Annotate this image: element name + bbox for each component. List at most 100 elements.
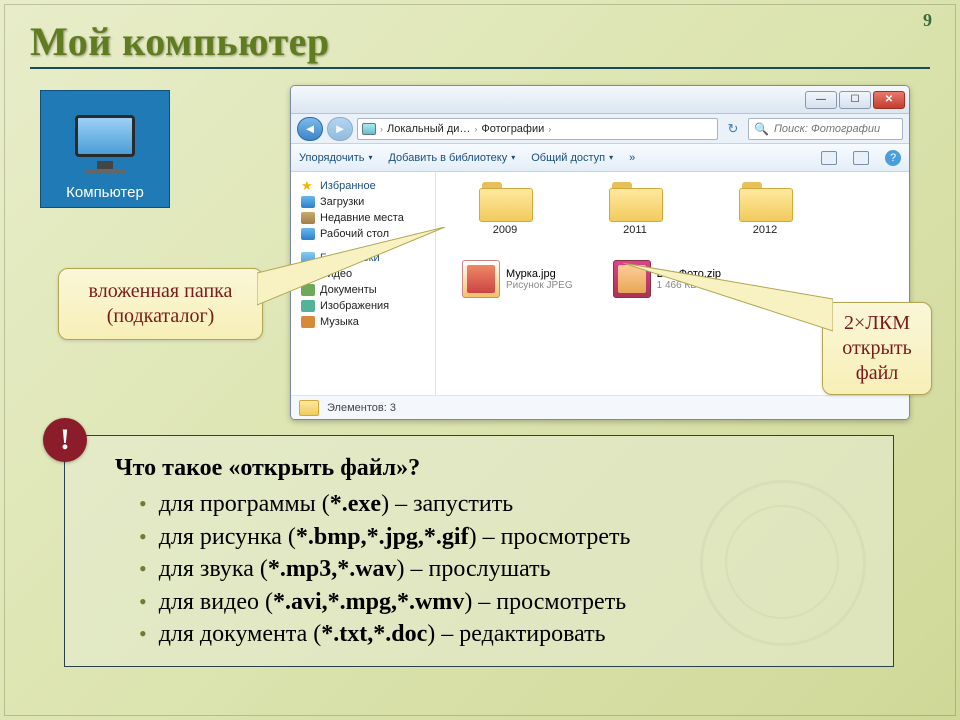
li-ext: *.mp3,*.wav bbox=[268, 556, 397, 582]
file-item-jpg[interactable]: Мурка.jpg Рисунок JPEG bbox=[462, 260, 573, 298]
chevron-icon: › bbox=[474, 124, 477, 134]
nav-downloads[interactable]: Загрузки bbox=[295, 194, 431, 210]
nav-forward-button[interactable]: ► bbox=[327, 117, 353, 141]
close-button[interactable]: ✕ bbox=[873, 91, 905, 109]
favorites-header[interactable]: ★ Избранное bbox=[295, 178, 431, 194]
callout-left-line1: вложенная папка bbox=[89, 280, 233, 302]
note-item: для рисунка (*.bmp,*.jpg,*.gif) – просмо… bbox=[139, 521, 873, 553]
favorites-label: Избранное bbox=[320, 180, 376, 192]
folder-label: 2011 bbox=[623, 224, 647, 236]
monitor-base bbox=[85, 169, 125, 174]
status-bar: Элементов: 3 bbox=[291, 395, 909, 419]
chevron-down-icon: ▾ bbox=[609, 153, 613, 162]
chevron-down-icon: ▾ bbox=[368, 153, 372, 162]
music-label: Музыка bbox=[320, 316, 359, 328]
callout-subfolder: вложенная папка (подкаталог) bbox=[58, 268, 263, 340]
command-bar: Упорядочить ▾ Добавить в библиотеку ▾ Общи… bbox=[291, 144, 909, 172]
maximize-button[interactable]: ☐ bbox=[839, 91, 871, 109]
music-icon bbox=[301, 316, 315, 328]
note-item: для звука (*.mp3,*.wav) – прослушать bbox=[139, 553, 873, 585]
window-titlebar: — ☐ ✕ bbox=[291, 86, 909, 114]
info-note: ! Что такое «открыть файл»? для программ… bbox=[64, 435, 894, 667]
computer-label: Компьютер bbox=[66, 184, 144, 201]
li-text: для звука ( bbox=[159, 556, 268, 582]
li-ext: *.exe bbox=[330, 491, 381, 517]
file-meta: Мурка.jpg Рисунок JPEG bbox=[506, 268, 573, 291]
folder-icon bbox=[299, 400, 319, 416]
callout-right-line2: открыть bbox=[842, 337, 912, 359]
slide-title: Мой компьютер bbox=[30, 18, 330, 65]
computer-icon bbox=[362, 123, 376, 135]
callout-tail bbox=[257, 227, 447, 307]
crumb-folder[interactable]: Фотографии bbox=[481, 123, 544, 135]
nav-music[interactable]: Музыка bbox=[295, 314, 431, 330]
callout-right-line3: файл bbox=[856, 362, 899, 384]
add-library-label: Добавить в библиотеку bbox=[388, 152, 507, 164]
folder-icon bbox=[739, 180, 791, 220]
folder-label: 2012 bbox=[753, 224, 777, 236]
note-item: для документа (*.txt,*.doc) – редактиров… bbox=[139, 618, 873, 650]
page-number: 9 bbox=[923, 10, 932, 31]
note-item: для программы (*.exe) – запустить bbox=[139, 488, 873, 520]
add-to-library-button[interactable]: Добавить в библиотеку ▾ bbox=[388, 152, 515, 164]
slide: 9 Мой компьютер Компьютер — ☐ ✕ ◄ ► › Ло… bbox=[0, 0, 960, 720]
recent-label: Недавние места bbox=[320, 212, 404, 224]
breadcrumb[interactable]: › Локальный ди… › Фотографии › bbox=[357, 118, 718, 140]
li-ext: *.avi,*.mpg,*.wmv bbox=[273, 589, 464, 615]
li-text: для рисунка ( bbox=[159, 524, 296, 550]
refresh-icon[interactable]: ↻ bbox=[722, 121, 744, 137]
star-icon: ★ bbox=[301, 180, 315, 192]
folder-item[interactable]: 2011 bbox=[600, 180, 670, 236]
chevron-down-icon: ▾ bbox=[511, 153, 515, 162]
li-text: ) – редактировать bbox=[427, 621, 605, 647]
callout-right-line1: 2×ЛКМ bbox=[844, 312, 910, 334]
share-button[interactable]: Общий доступ▾ bbox=[531, 152, 613, 164]
folder-item[interactable]: 2012 bbox=[730, 180, 800, 236]
note-list: для программы (*.exe) – запустить для ри… bbox=[115, 488, 873, 650]
li-text: ) – запустить bbox=[381, 491, 513, 517]
chevron-icon: › bbox=[380, 124, 383, 134]
search-icon: 🔍 bbox=[754, 122, 769, 136]
nav-back-button[interactable]: ◄ bbox=[297, 117, 323, 141]
organize-label: Упорядочить bbox=[299, 152, 364, 164]
li-text: ) – просмотреть bbox=[469, 524, 631, 550]
folder-item[interactable]: 2009 bbox=[470, 180, 540, 236]
li-text: для видео ( bbox=[159, 589, 273, 615]
view-button[interactable] bbox=[821, 151, 837, 165]
li-text: для документа ( bbox=[159, 621, 322, 647]
file-type: Рисунок JPEG bbox=[506, 280, 573, 291]
crumb-disk[interactable]: Локальный ди… bbox=[387, 123, 470, 135]
search-box[interactable]: 🔍 bbox=[748, 118, 903, 140]
title-underline bbox=[30, 67, 930, 69]
folder-label: 2009 bbox=[493, 224, 517, 236]
minimize-button[interactable]: — bbox=[805, 91, 837, 109]
monitor-stand bbox=[97, 161, 113, 169]
status-text: Элементов: 3 bbox=[327, 402, 396, 414]
file-name: Мурка.jpg bbox=[506, 268, 573, 280]
li-text: ) – прослушать bbox=[397, 556, 551, 582]
search-input[interactable] bbox=[774, 123, 897, 135]
preview-pane-button[interactable] bbox=[853, 151, 869, 165]
chevron-icon: › bbox=[548, 124, 551, 134]
exclamation-badge: ! bbox=[43, 418, 87, 462]
image-file-icon bbox=[462, 260, 500, 298]
more-button[interactable]: » bbox=[629, 152, 635, 164]
note-question: Что такое «открыть файл»? bbox=[115, 452, 873, 484]
monitor-icon bbox=[75, 115, 135, 157]
address-bar: ◄ ► › Локальный ди… › Фотографии › ↻ 🔍 bbox=[291, 114, 909, 144]
nav-recent[interactable]: Недавние места bbox=[295, 210, 431, 226]
downloads-label: Загрузки bbox=[320, 196, 364, 208]
download-icon bbox=[301, 196, 315, 208]
computer-desktop-icon[interactable]: Компьютер bbox=[40, 90, 170, 208]
organize-button[interactable]: Упорядочить ▾ bbox=[299, 152, 372, 164]
callout-tail bbox=[623, 263, 833, 333]
li-ext: *.txt,*.doc bbox=[321, 621, 427, 647]
li-text: ) – просмотреть bbox=[464, 589, 626, 615]
callout-left-line2: (подкаталог) bbox=[107, 305, 215, 327]
li-ext: *.bmp,*.jpg,*.gif bbox=[296, 524, 469, 550]
folder-icon bbox=[609, 180, 661, 220]
folder-icon bbox=[479, 180, 531, 220]
recent-icon bbox=[301, 212, 315, 224]
folders-row: 2009 2011 2012 bbox=[450, 180, 895, 236]
help-icon[interactable]: ? bbox=[885, 150, 901, 166]
